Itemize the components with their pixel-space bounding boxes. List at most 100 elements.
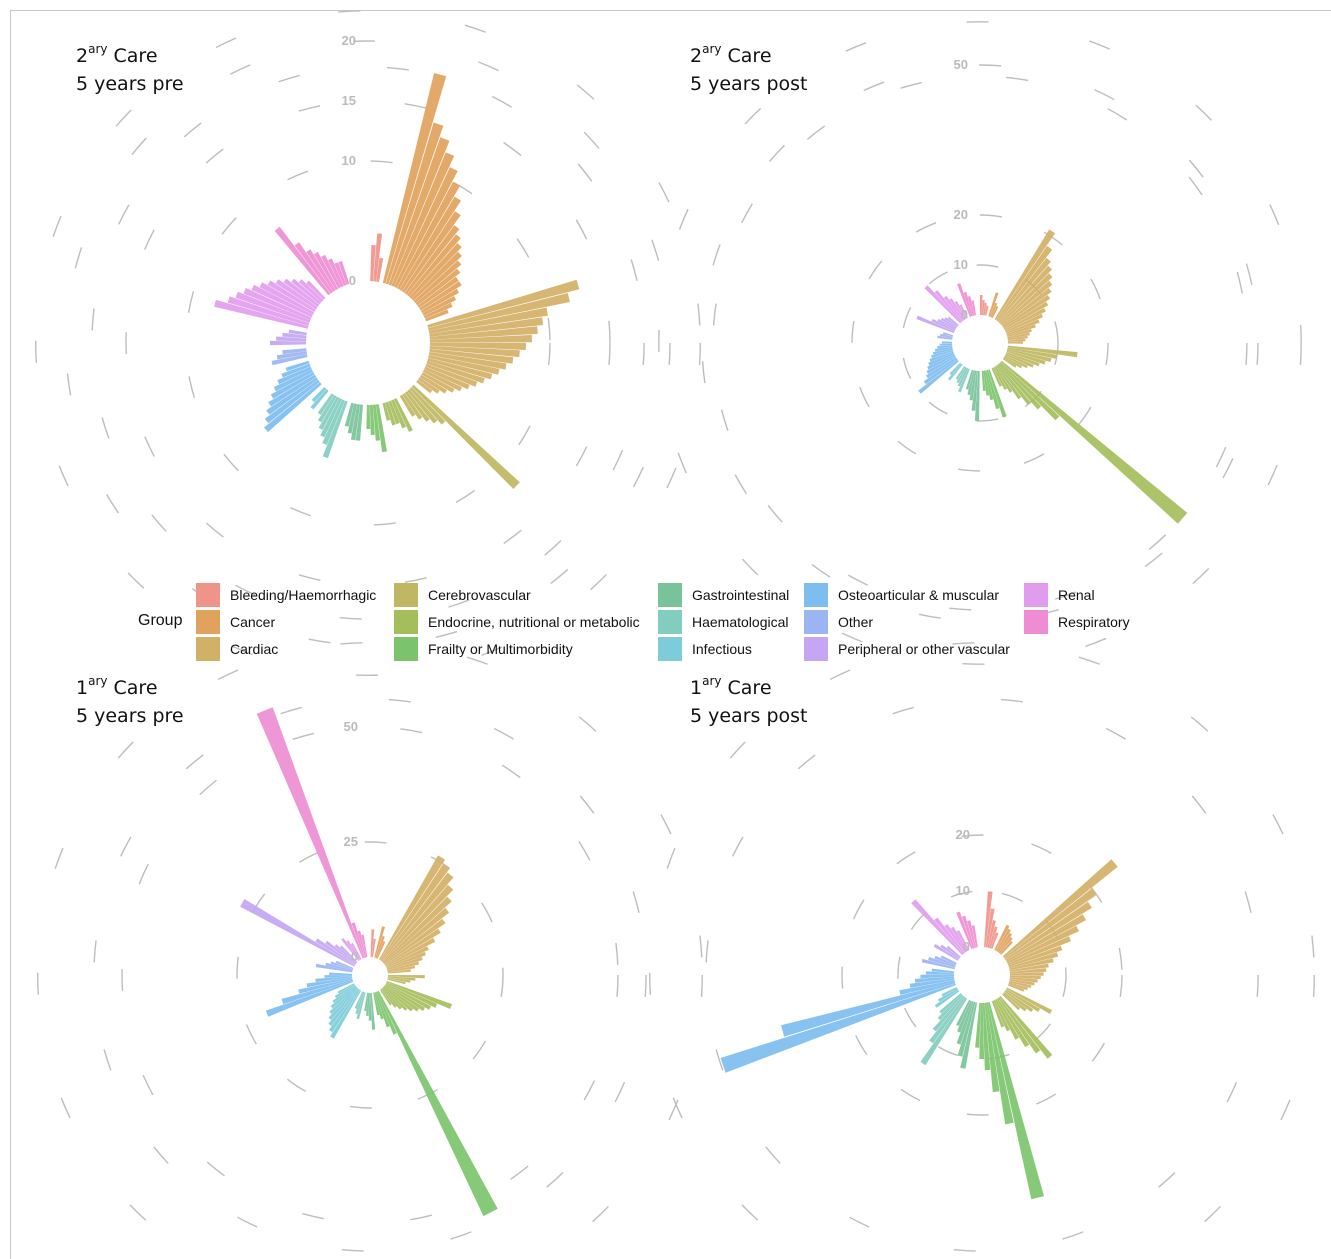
bar [1009, 963, 1049, 972]
bar [328, 988, 360, 1027]
bar [322, 399, 345, 445]
legend-swatch [658, 610, 682, 634]
bar [347, 403, 357, 434]
polar-chart-4: 0 10 20 [649, 642, 1315, 1259]
bar [918, 360, 959, 394]
bar [983, 370, 990, 396]
bar [975, 1002, 981, 1048]
inner-hole [953, 316, 1007, 370]
bar [940, 317, 957, 329]
bar [409, 243, 462, 299]
bar [956, 999, 971, 1027]
bar [351, 922, 365, 959]
bar [370, 245, 376, 282]
bar [1002, 357, 1017, 368]
bar [994, 366, 1013, 393]
legend-swatch [658, 637, 682, 661]
bar [356, 992, 366, 1020]
legend-item: Renal [1024, 583, 1095, 607]
bar [329, 972, 352, 975]
bar [424, 366, 470, 390]
legend-label: Infectious [692, 641, 752, 657]
bar [911, 899, 964, 956]
bar [914, 976, 955, 983]
panel-subtitle-4: 5 years post [690, 705, 808, 727]
bar [422, 296, 457, 316]
grid-ring [35, 10, 701, 676]
bar [334, 944, 357, 964]
bar [995, 928, 1011, 952]
legend-label: Cancer [230, 614, 276, 630]
legend-label: Bleeding/Haemorrhagic [230, 587, 377, 603]
panel-subtitle-3: 5 years pre [76, 705, 184, 727]
bar [1009, 980, 1032, 988]
bar [407, 234, 461, 297]
bar [1001, 288, 1052, 327]
bar [986, 1002, 1014, 1125]
bar [270, 340, 306, 346]
bar [419, 374, 447, 394]
bar [285, 360, 310, 372]
bar [909, 978, 955, 988]
bar [929, 351, 954, 362]
bar [318, 396, 340, 430]
bar [916, 315, 955, 334]
panel-title-4: 1ary Care 5 years post [690, 674, 808, 730]
bar [251, 284, 313, 318]
bar [315, 938, 356, 966]
bar [997, 364, 1031, 405]
bar [960, 1002, 978, 1069]
bar [298, 279, 324, 303]
bar [374, 992, 384, 1020]
panel-subtitle-2: 5 years post [690, 73, 808, 95]
legend-swatch [196, 637, 220, 661]
bar [235, 291, 311, 323]
bar [281, 363, 311, 378]
bar [256, 707, 364, 959]
bar [402, 211, 461, 293]
bar [306, 249, 336, 292]
panel-title-2: 2ary Care 5 years post [690, 42, 808, 98]
bar [416, 379, 433, 394]
bar [324, 975, 352, 978]
bar [926, 356, 956, 374]
bar [337, 983, 355, 994]
bar [1007, 347, 1058, 359]
bar [990, 932, 999, 949]
legend-swatch [658, 583, 682, 607]
bar [391, 399, 407, 429]
bar [373, 992, 380, 1016]
bar [330, 986, 357, 1009]
bar [946, 945, 961, 958]
bar [429, 346, 520, 358]
bar [382, 73, 447, 284]
bar [407, 389, 438, 424]
bar [382, 896, 452, 963]
bar [937, 988, 959, 1002]
ring-label: 20 [954, 207, 968, 222]
grid-ring [93, 698, 647, 1252]
bar [429, 326, 538, 340]
bar [386, 981, 452, 1009]
bar [1006, 925, 1079, 964]
bar [382, 402, 391, 421]
bar [387, 969, 411, 974]
bar [932, 995, 965, 1032]
legend-swatch [804, 610, 828, 634]
bar [281, 979, 353, 1005]
ring-label: 10 [342, 153, 356, 168]
bar [1005, 989, 1041, 1012]
grid-ring [91, 66, 645, 620]
grid-ring [65, 40, 671, 646]
bar [384, 985, 419, 1012]
legend-label: Renal [1058, 587, 1095, 603]
bar [346, 940, 361, 961]
bar [377, 990, 498, 1217]
bar [1002, 859, 1118, 958]
bar [366, 405, 371, 429]
bar [385, 401, 396, 426]
bar [999, 996, 1053, 1059]
ring-label: 10 [954, 257, 968, 272]
bar [1006, 914, 1086, 962]
bar [376, 257, 384, 282]
